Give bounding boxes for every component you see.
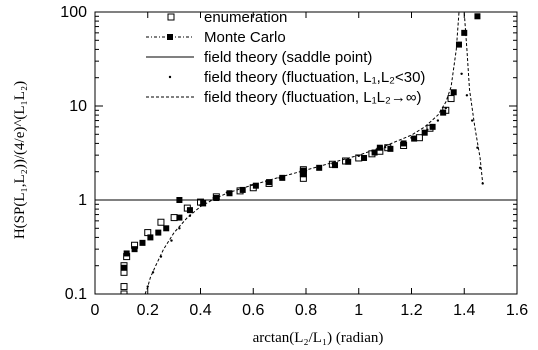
enumeration-point: [415, 134, 423, 142]
monte-carlo-point: [123, 250, 130, 257]
monte-carlo-point: [371, 149, 378, 156]
x-tick-label: 0.6: [242, 302, 264, 319]
monte-carlo-point: [279, 174, 286, 181]
field-theory-fluctuation-l-l-30-point: [410, 136, 413, 139]
x-axis-title: arctan(L₂/L₁) (radian): [253, 330, 384, 346]
legend-label-fluctuation-infinite: field theory (fluctuation, L₁L₂→∞): [204, 89, 422, 106]
legend: enumeration Monte Carlo field theory (sa…: [146, 9, 425, 106]
monte-carlo-point: [186, 207, 193, 214]
y-tick-label: 100: [60, 4, 87, 21]
legend-item-monte-carlo: Monte Carlo: [146, 29, 286, 46]
monte-carlo-point: [226, 190, 233, 197]
monte-carlo-point: [266, 179, 273, 186]
field-theory-fluctuation-l-l-30-point: [426, 128, 429, 131]
x-tick-label: 1: [354, 302, 363, 319]
monte-carlo-point: [376, 144, 383, 151]
monte-carlo-point: [316, 164, 323, 171]
monte-carlo-point: [461, 29, 468, 36]
monte-carlo-point: [411, 135, 418, 142]
monte-carlo-point: [163, 225, 170, 232]
field-theory-fluctuation-l-l-30-point: [452, 91, 455, 94]
legend-marker-fluctuation-finite: [168, 75, 172, 79]
monte-carlo-point: [131, 246, 138, 253]
monte-carlo-point: [176, 214, 183, 221]
monte-carlo-point: [252, 182, 259, 189]
field-theory-fluctuation-l-l-30-point: [460, 72, 463, 76]
monte-carlo-point: [139, 239, 146, 246]
monte-carlo-point: [121, 264, 128, 271]
legend-label-fluctuation-finite: field theory (fluctuation, L₁,L₂<30): [204, 69, 425, 86]
field-theory-fluctuation-l-l-30-point: [170, 239, 173, 242]
monte-carlo-point: [429, 123, 436, 130]
legend-marker-enumeration: [167, 13, 175, 21]
monte-carlo-point: [421, 129, 428, 136]
field-theory-fluctuation-l-l-line: [144, 12, 484, 294]
field-theory-fluctuation-l-l-30-point: [436, 119, 440, 122]
monte-carlo-point: [455, 41, 462, 48]
field-theory-fluctuation-l-l-30-point: [481, 182, 484, 185]
x-tick-label: 1.6: [506, 302, 528, 319]
x-tick-label: 0.8: [295, 302, 317, 319]
x-tick-label: 0.4: [189, 302, 211, 319]
legend-item-fluctuation-finite: field theory (fluctuation, L₁,L₂<30): [168, 69, 425, 86]
monte-carlo-point: [400, 140, 407, 147]
enumeration-point: [170, 214, 178, 222]
monte-carlo-point: [147, 234, 154, 241]
monte-carlo-point: [300, 167, 307, 174]
field-theory-fluctuation-l-l-30-point: [444, 106, 447, 110]
legend-item-saddle-point: field theory (saddle point): [146, 49, 372, 66]
enumeration-point: [120, 283, 128, 291]
legend-item-enumeration: enumeration: [167, 9, 287, 26]
legend-label-monte-carlo: Monte Carlo: [204, 29, 286, 46]
legend-marker-monte-carlo: [167, 34, 173, 40]
enumeration-point: [120, 290, 128, 294]
monte-carlo-point: [155, 229, 162, 236]
field-theory-fluctuation-l-l-30-point: [470, 119, 474, 122]
y-tick-label: 10: [69, 98, 87, 115]
monte-carlo-point: [440, 109, 447, 116]
legend-item-fluctuation-infinite: field theory (fluctuation, L₁L₂→∞): [146, 89, 422, 106]
field-theory-fluctuation-l-l-30-point: [383, 145, 387, 149]
monte-carlo-point: [387, 145, 394, 152]
x-tick-label: 0.2: [137, 302, 159, 319]
y-tick-label: 1: [78, 192, 87, 209]
legend-label-enumeration: enumeration: [204, 9, 287, 26]
x-tick-label: 1.4: [453, 302, 475, 319]
enumeration-point: [447, 95, 455, 103]
monte-carlo-point: [200, 200, 207, 207]
enumeration-point: [157, 218, 165, 226]
monte-carlo-point: [474, 13, 481, 20]
monte-carlo-point: [332, 162, 339, 169]
x-tick-label: 0: [91, 302, 100, 319]
monte-carlo-point: [213, 195, 220, 202]
y-tick-label: 0.1: [65, 286, 87, 303]
field-theory-fluctuation-l-l-30-point: [465, 94, 469, 97]
x-tick-label: 1.2: [400, 302, 422, 319]
monte-carlo-point: [345, 158, 352, 165]
monte-carlo-point: [361, 154, 368, 161]
legend-label-saddle-point: field theory (saddle point): [204, 49, 372, 66]
plot-frame: [94, 11, 518, 295]
monte-carlo-point: [239, 186, 246, 193]
y-axis-title: H(SP(L₁,L₂))/(4/e)^(L₁L₂): [12, 81, 28, 239]
plot-series: [95, 12, 517, 294]
tick-labels: 0 0.2 0.4 0.6 0.8 1 1.2 1.4 1.6 0.1 1 10 100: [60, 4, 528, 319]
